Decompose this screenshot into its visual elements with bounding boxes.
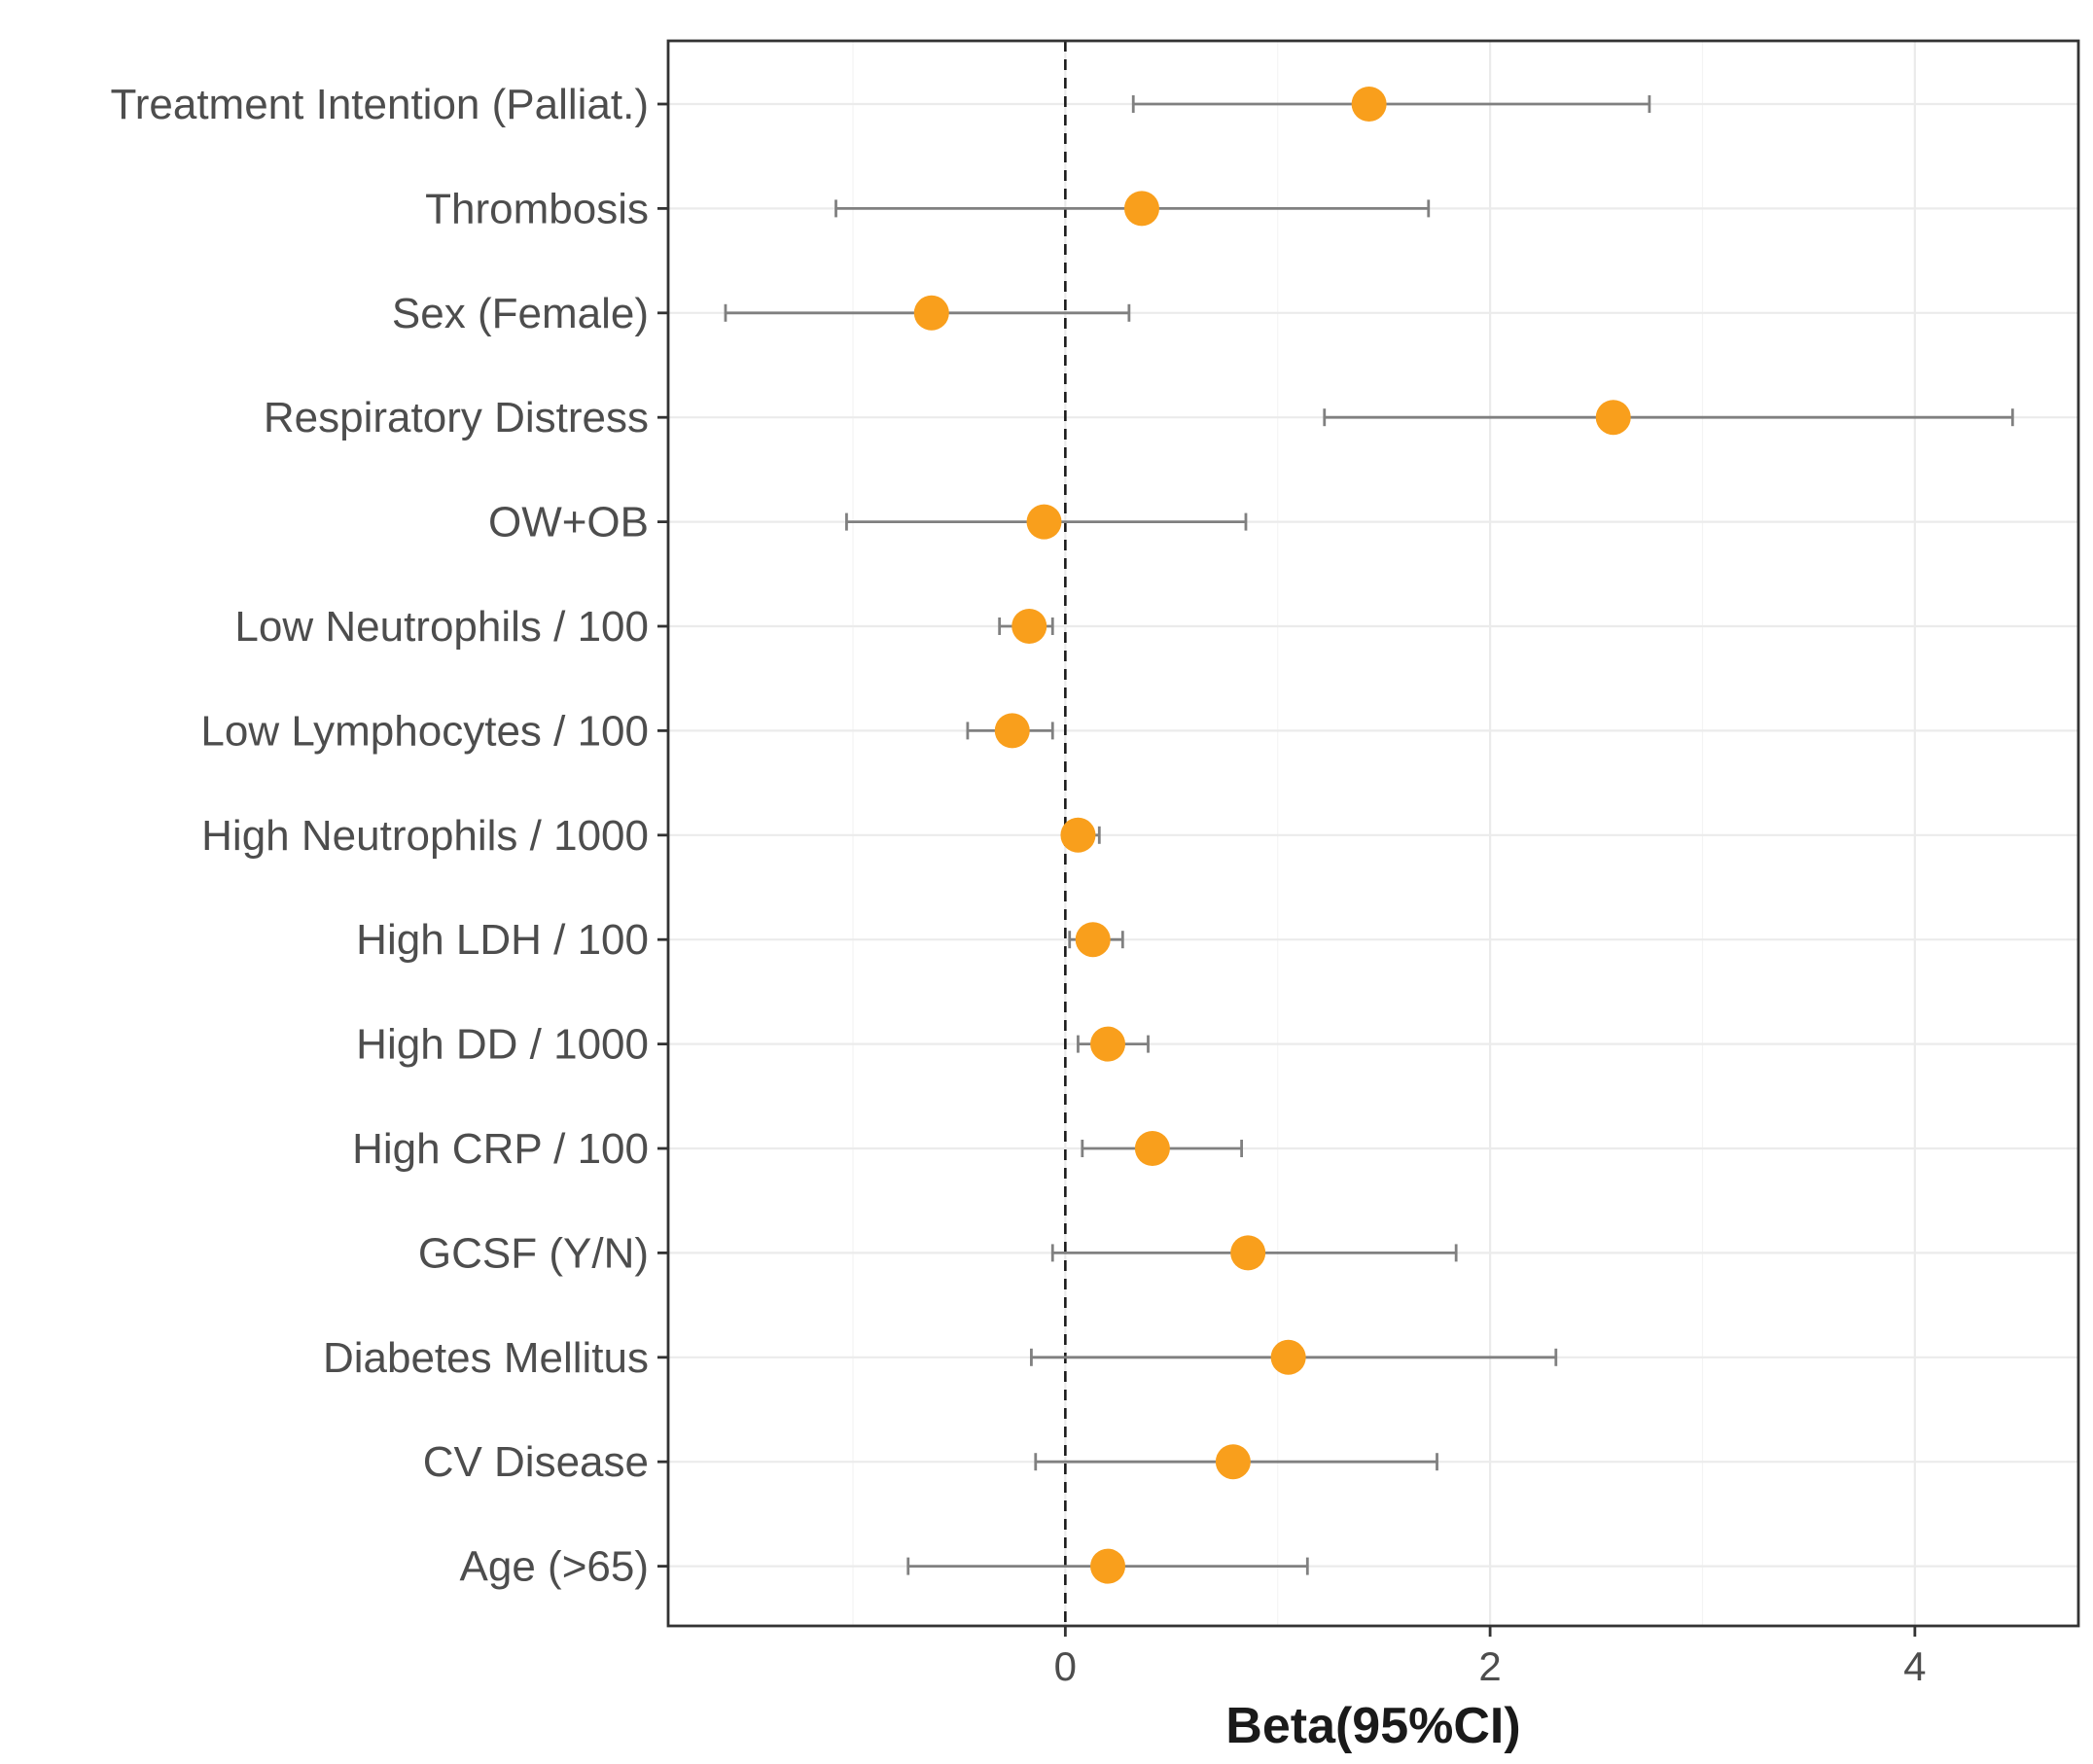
- y-tick-label: GCSF (Y/N): [418, 1229, 649, 1277]
- y-tick-label: Treatment Intention (Palliat.): [110, 81, 649, 128]
- y-tick-label: High DD / 1000: [356, 1021, 649, 1069]
- y-tick-label: Low Lymphocytes / 100: [200, 707, 649, 755]
- estimate-point: [1060, 817, 1096, 853]
- panel-border: [666, 39, 2080, 1628]
- estimate-point: [1270, 1339, 1306, 1375]
- estimate-point: [1075, 922, 1111, 958]
- y-tick-label: Low Neutrophils / 100: [234, 603, 649, 651]
- y-tick-label: Diabetes Mellitus: [323, 1334, 649, 1382]
- y-tick-label: High CRP / 100: [352, 1125, 649, 1173]
- x-tick-label: 2: [1478, 1643, 1501, 1689]
- y-tick-label: Age (>65): [460, 1543, 649, 1591]
- y-tick-label: Sex (Female): [392, 290, 649, 337]
- y-tick-label: CV Disease: [423, 1438, 649, 1486]
- x-tick-label: 4: [1903, 1643, 1926, 1689]
- estimate-point: [1090, 1548, 1126, 1584]
- x-axis-title: Beta(95%CI): [1225, 1698, 1520, 1754]
- point-layer: [913, 87, 1631, 1584]
- estimate-point: [913, 295, 949, 331]
- y-tick-label: High LDH / 100: [356, 916, 649, 964]
- estimate-point: [1230, 1235, 1266, 1271]
- estimate-point: [1595, 400, 1631, 436]
- estimate-point: [994, 713, 1030, 749]
- estimate-point: [1123, 191, 1159, 227]
- y-tick-label: OW+OB: [488, 499, 649, 547]
- axis-layer: Treatment Intention (Palliat.) Thrombosis…: [110, 39, 2080, 1689]
- x-tick-label: 0: [1054, 1643, 1077, 1689]
- estimate-point: [1090, 1026, 1126, 1062]
- estimate-point: [1215, 1444, 1251, 1480]
- estimate-point: [1026, 504, 1062, 540]
- y-tick-label: Respiratory Distress: [264, 394, 649, 441]
- estimate-point: [1011, 609, 1047, 644]
- estimate-point: [1351, 87, 1387, 122]
- y-tick-label: Thrombosis: [425, 185, 649, 232]
- y-tick-label: High Neutrophils / 1000: [201, 812, 649, 860]
- estimate-point: [1134, 1131, 1170, 1166]
